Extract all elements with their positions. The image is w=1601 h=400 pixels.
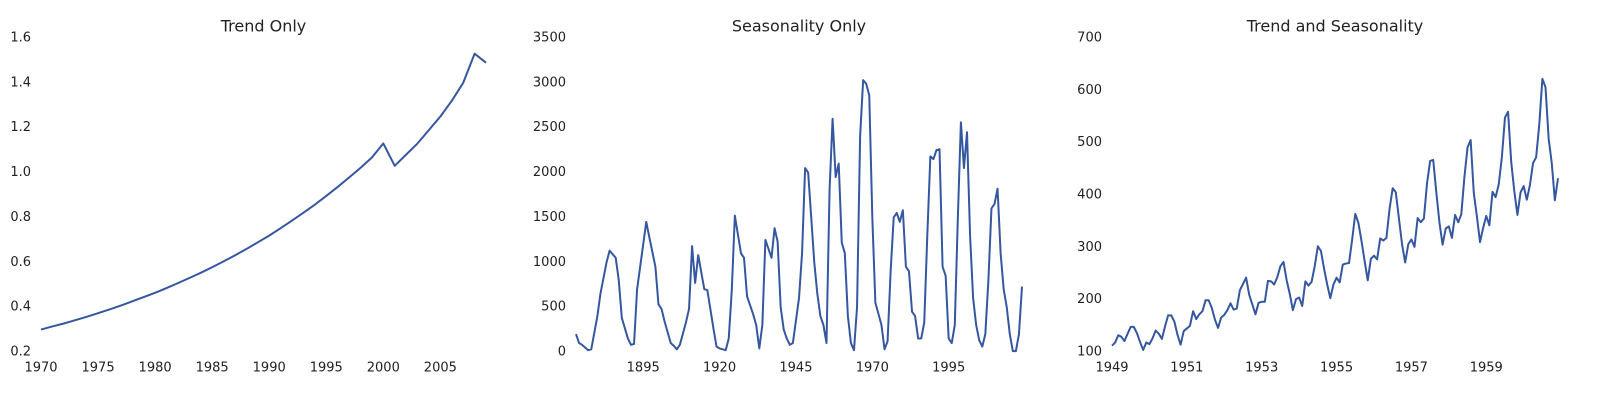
chart-title: Seasonality Only	[732, 17, 866, 36]
x-tick-label: 1985	[196, 361, 229, 376]
y-tick-label: 1000	[533, 255, 566, 270]
y-tick-label: 3000	[533, 75, 566, 90]
x-tick-label: 1957	[1395, 361, 1428, 376]
line	[1111, 77, 1559, 351]
y-tick-label: 0.2	[10, 345, 31, 360]
x-tick-label: 1959	[1470, 361, 1503, 376]
y-tick-label: 0.6	[10, 255, 31, 270]
x-tick-label: 1920	[703, 361, 736, 376]
y-tick-label: 700	[1077, 31, 1102, 46]
x-tick-label: 1995	[310, 361, 343, 376]
y-tick-label: 0.8	[10, 210, 31, 225]
y-tick-label: 1.6	[10, 31, 31, 46]
y-tick-label: 2500	[533, 120, 566, 135]
x-tick-label: 1895	[627, 361, 660, 376]
line	[575, 79, 1023, 353]
y-tick-label: 100	[1077, 345, 1102, 360]
x-tick-label: 2000	[367, 361, 400, 376]
chart-title: Trend Only	[220, 17, 307, 36]
x-tick-label: 1953	[1245, 361, 1278, 376]
y-tick-label: 0	[558, 345, 566, 360]
y-tick-label: 200	[1077, 292, 1102, 307]
x-tick-label: 1975	[82, 361, 115, 376]
x-tick-label: 1951	[1170, 361, 1203, 376]
y-tick-label: 1.4	[10, 75, 31, 90]
chart-title: Trend and Seasonality	[1246, 17, 1424, 36]
y-tick-label: 1.0	[10, 165, 31, 180]
y-tick-label: 0.4	[10, 300, 31, 315]
y-tick-label: 500	[541, 300, 566, 315]
y-tick-label: 300	[1077, 240, 1102, 255]
x-tick-label: 2005	[424, 361, 457, 376]
y-tick-label: 400	[1077, 188, 1102, 203]
y-tick-label: 1500	[533, 210, 566, 225]
x-tick-label: 1949	[1095, 361, 1128, 376]
y-tick-label: 3500	[533, 31, 566, 46]
y-tick-label: 2000	[533, 165, 566, 180]
line	[40, 52, 487, 331]
y-tick-label: 600	[1077, 83, 1102, 98]
x-tick-label: 1945	[779, 361, 812, 376]
x-tick-label: 1955	[1320, 361, 1353, 376]
x-tick-label: 1990	[253, 361, 286, 376]
y-tick-label: 500	[1077, 135, 1102, 150]
x-tick-label: 1970	[24, 361, 57, 376]
x-tick-label: 1980	[139, 361, 172, 376]
x-tick-label: 1970	[856, 361, 889, 376]
y-tick-label: 1.2	[10, 120, 31, 135]
x-tick-label: 1995	[932, 361, 965, 376]
